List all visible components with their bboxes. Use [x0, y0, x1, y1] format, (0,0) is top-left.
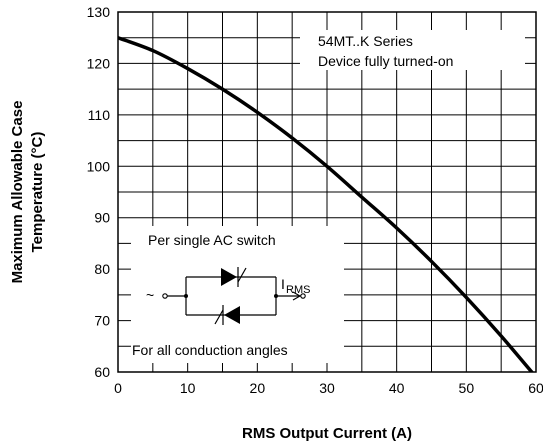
x-tick-label: 10 — [180, 380, 196, 396]
y-axis-title-line-2: Temperature (°C) — [29, 132, 46, 253]
thyristor-bottom-icon — [214, 305, 240, 325]
y-axis-title: Maximum Allowable Case Temperature (°C) — [9, 101, 46, 284]
series-line — [118, 35, 534, 372]
y-tick-label: 110 — [88, 107, 111, 123]
current-subscript: RMS — [286, 284, 310, 296]
current-arrow-icon — [292, 291, 302, 301]
ac-source-symbol: ~ — [146, 287, 154, 303]
x-tick-label: 30 — [319, 380, 335, 396]
x-tick-label: 20 — [250, 380, 266, 396]
x-tick-label: 0 — [114, 380, 122, 396]
y-tick-label: 100 — [87, 158, 111, 174]
inset-circuit: Per single AC switch For all conduction … — [131, 226, 344, 363]
y-tick-label: 70 — [94, 313, 110, 329]
inset-footer: For all conduction angles — [132, 342, 288, 358]
y-axis-title-line-1: Maximum Allowable Case — [9, 101, 26, 284]
x-tick-labels: 0 10 20 30 40 50 60 — [114, 380, 543, 396]
current-symbol: I — [281, 276, 285, 292]
y-tick-label: 120 — [87, 55, 111, 71]
y-tick-label: 60 — [94, 364, 110, 380]
y-tick-label: 130 — [87, 4, 111, 20]
series-label-box — [300, 30, 525, 70]
y-tick-labels: 60 70 80 90 100 110 120 130 — [87, 4, 111, 380]
thyristor-top-icon — [221, 267, 247, 287]
y-tick-label: 90 — [94, 210, 110, 226]
plot-frame — [117, 11, 537, 373]
left-terminal — [162, 293, 168, 299]
x-axis-title: RMS Output Current (A) — [242, 425, 412, 442]
y-tick-label: 80 — [94, 261, 110, 277]
x-tick-label: 40 — [389, 380, 405, 396]
x-tick-label: 50 — [459, 380, 475, 396]
inset-title: Per single AC switch — [148, 232, 276, 248]
condition-label: Device fully turned-on — [318, 53, 453, 69]
series-label: 54MT..K Series — [318, 33, 413, 49]
x-tick-label: 60 — [528, 380, 543, 396]
